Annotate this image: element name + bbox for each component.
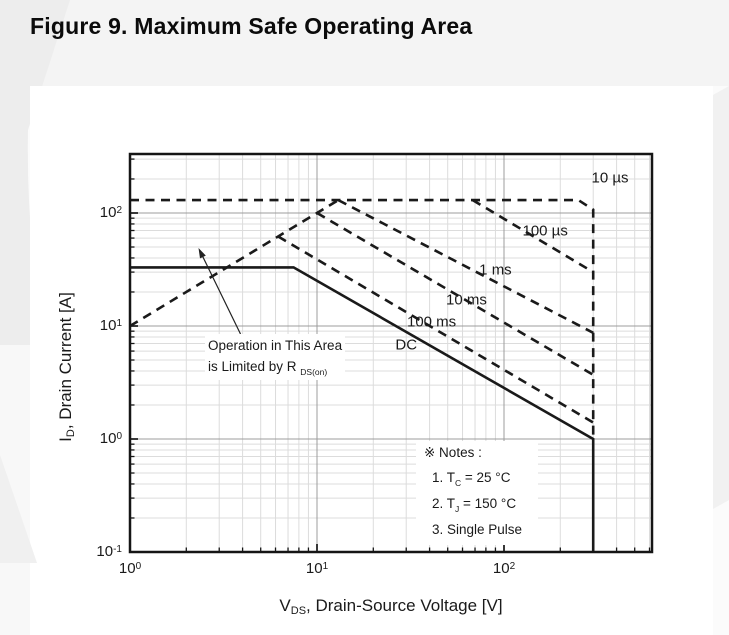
curve-label-100-ms: 100 ms: [406, 313, 457, 331]
y-axis-text: , Drain Current [A]: [56, 292, 75, 430]
notes-header: ※ Notes :: [424, 445, 482, 460]
rdson-annotation-line2: is Limited by R DS(on): [208, 359, 328, 377]
x-axis-symbol-sub: DS: [290, 605, 307, 618]
x-axis-symbol: V: [279, 596, 291, 615]
figure-title: Figure 9. Maximum Safe Operating Area: [30, 13, 473, 39]
curve-rds-on-limit-line: [129, 198, 339, 328]
y-tick-label-10e1: 101: [99, 317, 122, 334]
soa-curves: [129, 198, 595, 552]
curve-label-10-ms: 10 ms: [446, 291, 487, 309]
y-axis-symbol: I: [56, 437, 75, 442]
x-axis-title: VDS, Drain-Source Voltage [V]: [191, 596, 591, 618]
x-axis-text: , Drain-Source Voltage [V]: [306, 596, 503, 615]
bottom-left-swoosh: [0, 455, 37, 563]
left-swoosh: [0, 0, 70, 345]
notes-box: ※ Notes : 1. TC = 25 °C 2. TJ = 150 °C 3. …: [416, 441, 538, 545]
curve-10-s: [130, 198, 595, 439]
note-item-3: 3. Single Pulse: [432, 522, 523, 537]
curve-label-10-s: 10 µs: [591, 169, 629, 187]
y-tick-label-10e-1: 10-1: [96, 543, 122, 560]
y-tick-label-10e0: 100: [99, 430, 122, 447]
y-axis-symbol-sub: D: [65, 429, 78, 438]
note-item-2: 2. TJ = 150 °C: [432, 496, 517, 514]
curve-label-100-s: 100 µs: [522, 222, 568, 240]
annotation-arrow: [198, 248, 242, 335]
curve-100-s: [472, 198, 594, 274]
x-tick-label-10e2: 102: [492, 560, 516, 577]
curve-label-dc: DC: [395, 336, 418, 354]
top-band: [0, 0, 729, 86]
plot-frame: [128, 152, 654, 554]
curve-dc: [130, 266, 595, 552]
note-item-1: 1. TC = 25 °C: [432, 470, 511, 488]
curve-10-ms: [316, 211, 594, 376]
y-tick-label-10e2: 102: [99, 204, 122, 221]
y-axis-title: ID, Drain Current [A]: [56, 252, 78, 482]
right-band: [713, 86, 729, 509]
x-tick-label-10e1: 101: [305, 560, 329, 577]
notes-items: 1. TC = 25 °C 2. TJ = 150 °C 3. Single Pul…: [424, 469, 530, 539]
rdson-annotation-line1: Operation in This Area: [208, 338, 343, 353]
x-tick-label-10e0: 100: [118, 560, 142, 577]
curve-1-ms: [337, 198, 594, 334]
curve-label-1-ms: 1 ms: [479, 261, 512, 279]
rdson-annotation: Operation in This Area is Limited by R D…: [205, 334, 346, 380]
